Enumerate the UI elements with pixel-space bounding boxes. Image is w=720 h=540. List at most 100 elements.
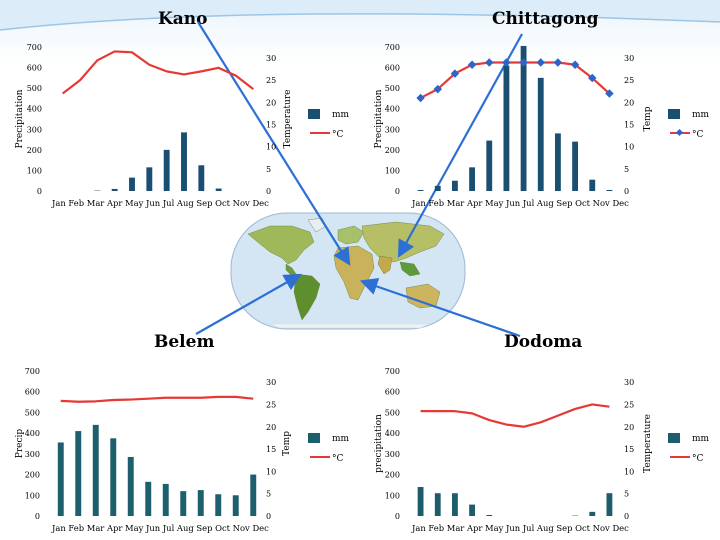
india-shape xyxy=(377,255,393,275)
dodoma-ytick: 300 xyxy=(385,450,400,459)
kano-ytick: 100 xyxy=(27,166,42,175)
belem-temp-line xyxy=(60,395,254,403)
kano-ytick: 500 xyxy=(27,84,42,93)
kano-ylabel: Precipitation xyxy=(15,89,25,148)
chittagong-temp-point xyxy=(485,58,494,67)
chittagong-ytick-right: 30 xyxy=(624,54,634,63)
belem-legend-bar-swatch xyxy=(308,433,320,443)
chittagong-ytick: 600 xyxy=(385,64,400,73)
kano-ytick: 400 xyxy=(27,105,42,114)
kano-ytick: 0 xyxy=(37,187,42,196)
chittagong-temp-point xyxy=(416,93,425,103)
belem-bar xyxy=(75,431,82,516)
kano-temp-line xyxy=(61,50,255,95)
belem-bar xyxy=(180,491,187,516)
chittagong-bar xyxy=(469,167,476,191)
dodoma-ytick: 700 xyxy=(385,367,400,376)
chittagong-ytick-right: 5 xyxy=(624,165,629,174)
belem-ytick: 600 xyxy=(25,388,40,397)
dodoma-ytick-right: 15 xyxy=(624,445,634,454)
chittagong-ytick: 500 xyxy=(385,84,400,93)
chittagong-ytick: 400 xyxy=(385,105,400,114)
belem-ytick: 100 xyxy=(25,491,40,500)
belem-legend-line-label: °C xyxy=(332,454,344,464)
kano-ytick: 700 xyxy=(27,43,42,52)
chittagong-bar xyxy=(417,189,424,191)
dodoma-legend-bar-label: mm xyxy=(692,434,710,444)
chittagong-ytick-right: 10 xyxy=(624,143,634,152)
chittagong-xtick-labels: Jan Feb Mar Apr May Jun Jul Aug Sep Oct … xyxy=(411,198,629,208)
belem-ytick-right: 5 xyxy=(266,490,271,499)
kano-xtick-labels: Jan Feb Mar Apr May Jun Jul Aug Sep Oct … xyxy=(51,198,269,208)
dodoma-bar xyxy=(434,493,441,516)
dodoma-ylabel-right: Temperature xyxy=(643,414,653,473)
southeast-asia-shape xyxy=(399,261,421,277)
chittagong-temp-point xyxy=(467,60,477,69)
kano-ytick-right: 20 xyxy=(266,98,276,107)
dodoma-xtick-labels: Jan Feb Mar Apr May Jun Jul Aug Sep Oct … xyxy=(411,523,629,533)
chittagong-temp-point xyxy=(553,58,563,67)
belem-legend-bar-label: mm xyxy=(332,434,350,444)
dodoma-bar xyxy=(606,493,613,516)
belem-bar xyxy=(162,483,169,516)
kano-title: Kano xyxy=(158,9,208,29)
belem-bar xyxy=(57,442,64,516)
kano-ytick-right: 25 xyxy=(266,76,276,85)
chittagong-ytick-right: 20 xyxy=(624,98,634,107)
dodoma-ytick: 400 xyxy=(385,429,400,438)
chittagong-ylabel-right: Temp xyxy=(643,106,653,131)
dodoma-temp-line xyxy=(420,403,610,428)
belem-bar xyxy=(92,424,99,516)
chittagong-legend-bar-swatch xyxy=(668,109,680,119)
belem-ytick-right: 30 xyxy=(266,378,276,387)
kano-ytick: 600 xyxy=(27,64,42,73)
belem-bar xyxy=(110,438,117,516)
dodoma-ytick-right: 20 xyxy=(624,423,634,432)
kano-bar xyxy=(163,149,170,191)
kano-bar xyxy=(146,167,153,191)
chittagong-bar xyxy=(572,141,579,191)
chittagong-temp-point xyxy=(450,69,460,78)
dodoma-ytick-right: 0 xyxy=(624,512,629,521)
chittagong-legend-line-marker xyxy=(675,128,684,137)
dodoma-ytick: 100 xyxy=(385,491,400,500)
kano-bar xyxy=(181,132,187,191)
dodoma-ylabel: precipitation xyxy=(374,414,384,473)
chittagong-temp-point xyxy=(433,84,442,94)
chittagong-title: Chittagong xyxy=(492,9,599,29)
kano-bar xyxy=(215,188,222,191)
dodoma-legend-line-label: °C xyxy=(692,454,704,464)
kano-legend-line-label: °C xyxy=(332,130,344,140)
kano-ytick-right: 5 xyxy=(266,165,271,174)
chittagong-ytick-right: 25 xyxy=(624,76,634,85)
dodoma-legend-bar-swatch xyxy=(668,433,680,443)
belem-ytick-right: 0 xyxy=(266,512,271,521)
belem-xtick-labels: Jan Feb Mar Apr May Jun Jul Aug Sep Oct … xyxy=(51,523,269,533)
dodoma-ytick-right: 10 xyxy=(624,467,634,476)
belem-ytick-right: 20 xyxy=(266,423,276,432)
kano-ytick: 300 xyxy=(27,125,42,134)
belem-bar xyxy=(127,456,134,516)
kano-ytick-right: 0 xyxy=(266,187,271,196)
dodoma-ytick-right: 30 xyxy=(624,378,634,387)
chittagong-ytick: 100 xyxy=(385,166,400,175)
dodoma-bar xyxy=(486,514,493,516)
belem-bar xyxy=(232,495,239,516)
chittagong-ytick: 300 xyxy=(385,125,400,134)
belem-ylabel-right: Temp xyxy=(282,431,292,456)
belem-ytick-right: 25 xyxy=(266,400,276,409)
kano-legend-bar-swatch xyxy=(308,109,320,119)
chittagong-ytick: 700 xyxy=(385,43,400,52)
kano-bar xyxy=(198,165,205,191)
chittagong-ylabel: Precipitation xyxy=(374,89,384,148)
kano-bar xyxy=(129,177,135,191)
dodoma-ytick-right: 5 xyxy=(624,490,629,499)
dodoma-title: Dodoma xyxy=(504,332,583,352)
belem-ytick: 200 xyxy=(25,471,40,480)
belem-ytick: 400 xyxy=(25,429,40,438)
belem-ytick: 0 xyxy=(35,512,40,521)
kano-ytick-right: 15 xyxy=(266,121,276,130)
chittagong-temp-line xyxy=(420,61,611,99)
chittagong-bar xyxy=(606,189,613,191)
